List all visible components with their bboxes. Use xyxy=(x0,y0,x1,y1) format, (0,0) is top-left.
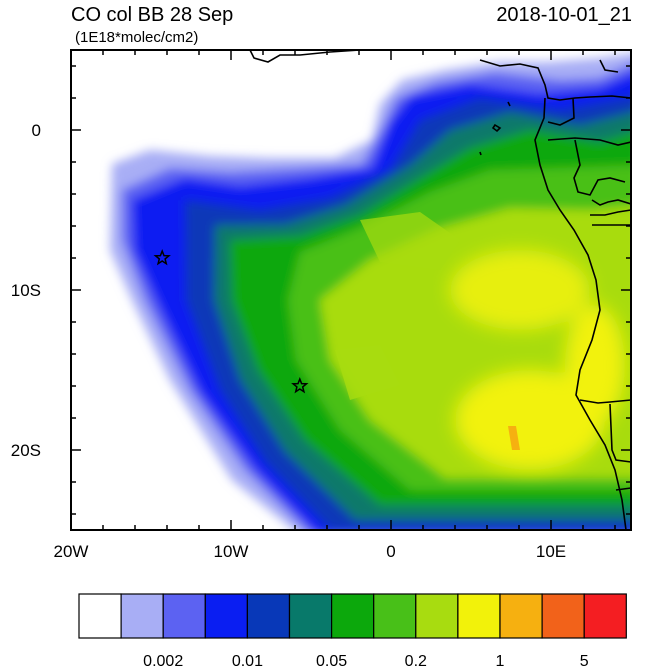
colorbar-swatch xyxy=(415,593,459,639)
colorbar-label: 0.01 xyxy=(232,653,263,667)
border-angola-north xyxy=(590,209,631,216)
y-tick-label: 10S xyxy=(11,281,41,300)
colorbar-swatch xyxy=(162,593,206,639)
border-namibia-botswana xyxy=(609,403,631,463)
border-angola-namibia xyxy=(579,399,631,404)
axis-tick-labels: 20W 10W 0 10E 0 10S 20S xyxy=(11,121,566,561)
plume-patch-2 xyxy=(335,345,400,400)
colorbar-swatch xyxy=(246,593,291,639)
star-marker xyxy=(153,248,171,266)
timestamp: 2018-10-01_21 xyxy=(496,4,632,26)
map-title: CO col BB 28 Sep xyxy=(71,4,233,26)
border-congo xyxy=(573,139,626,196)
border-nigeria-cameroon xyxy=(547,97,575,126)
coastline-gulf-of-guinea xyxy=(479,59,631,101)
colorbar-label: 0.2 xyxy=(405,653,427,667)
colorbar-swatch xyxy=(204,593,249,639)
y-tick-label: 0 xyxy=(32,121,41,140)
x-tick-label: 10W xyxy=(214,542,249,561)
border-south xyxy=(615,487,631,491)
coastlines xyxy=(249,50,631,530)
coastline-west-africa xyxy=(249,50,361,63)
star-marker xyxy=(291,376,309,394)
colorbar-swatch xyxy=(583,593,627,639)
colorbar-swatch xyxy=(331,593,375,639)
border-cameroon-gabon xyxy=(547,137,631,146)
y-tick-label: 20S xyxy=(11,441,41,460)
plume-core-south xyxy=(455,370,605,470)
plume-core-coast xyxy=(565,305,625,425)
colorbar-label: 0.05 xyxy=(316,653,347,667)
plume-core-north xyxy=(450,250,590,330)
island-annobon xyxy=(479,151,482,156)
colorbar-swatch xyxy=(120,593,164,639)
axis-ticks xyxy=(70,50,631,530)
colorbar-swatch xyxy=(288,593,333,639)
colorbar-label: 1 xyxy=(496,653,505,667)
island-principe xyxy=(507,101,511,107)
colorbar-swatch xyxy=(541,593,585,639)
colorbar-swatch xyxy=(78,593,122,639)
plume-patch-1 xyxy=(360,212,460,270)
colorbar: 0.002 0.01 0.05 0.2 1 5 xyxy=(78,593,627,667)
x-tick-label: 0 xyxy=(386,542,395,561)
colorbar-swatch xyxy=(373,593,417,639)
plume-peak xyxy=(508,426,520,450)
map-panel: 20W 10W 0 10E 0 10S 20S xyxy=(11,49,632,561)
x-tick-label: 20W xyxy=(54,542,89,561)
units-subtitle: (1E18*molec/cm2) xyxy=(75,29,198,46)
colorbar-label: 5 xyxy=(580,653,589,667)
colorbar-swatch xyxy=(499,593,543,639)
colorbar-swatch xyxy=(457,593,501,639)
colorbar-label: 0.002 xyxy=(143,653,183,667)
concentration-field xyxy=(110,53,631,530)
x-tick-label: 10E xyxy=(536,542,566,561)
island-bioko xyxy=(491,123,502,133)
marker-layer xyxy=(153,248,309,394)
border-drc-north xyxy=(591,199,631,206)
border-west-africa xyxy=(599,59,619,73)
coastline-central-africa xyxy=(534,97,627,530)
